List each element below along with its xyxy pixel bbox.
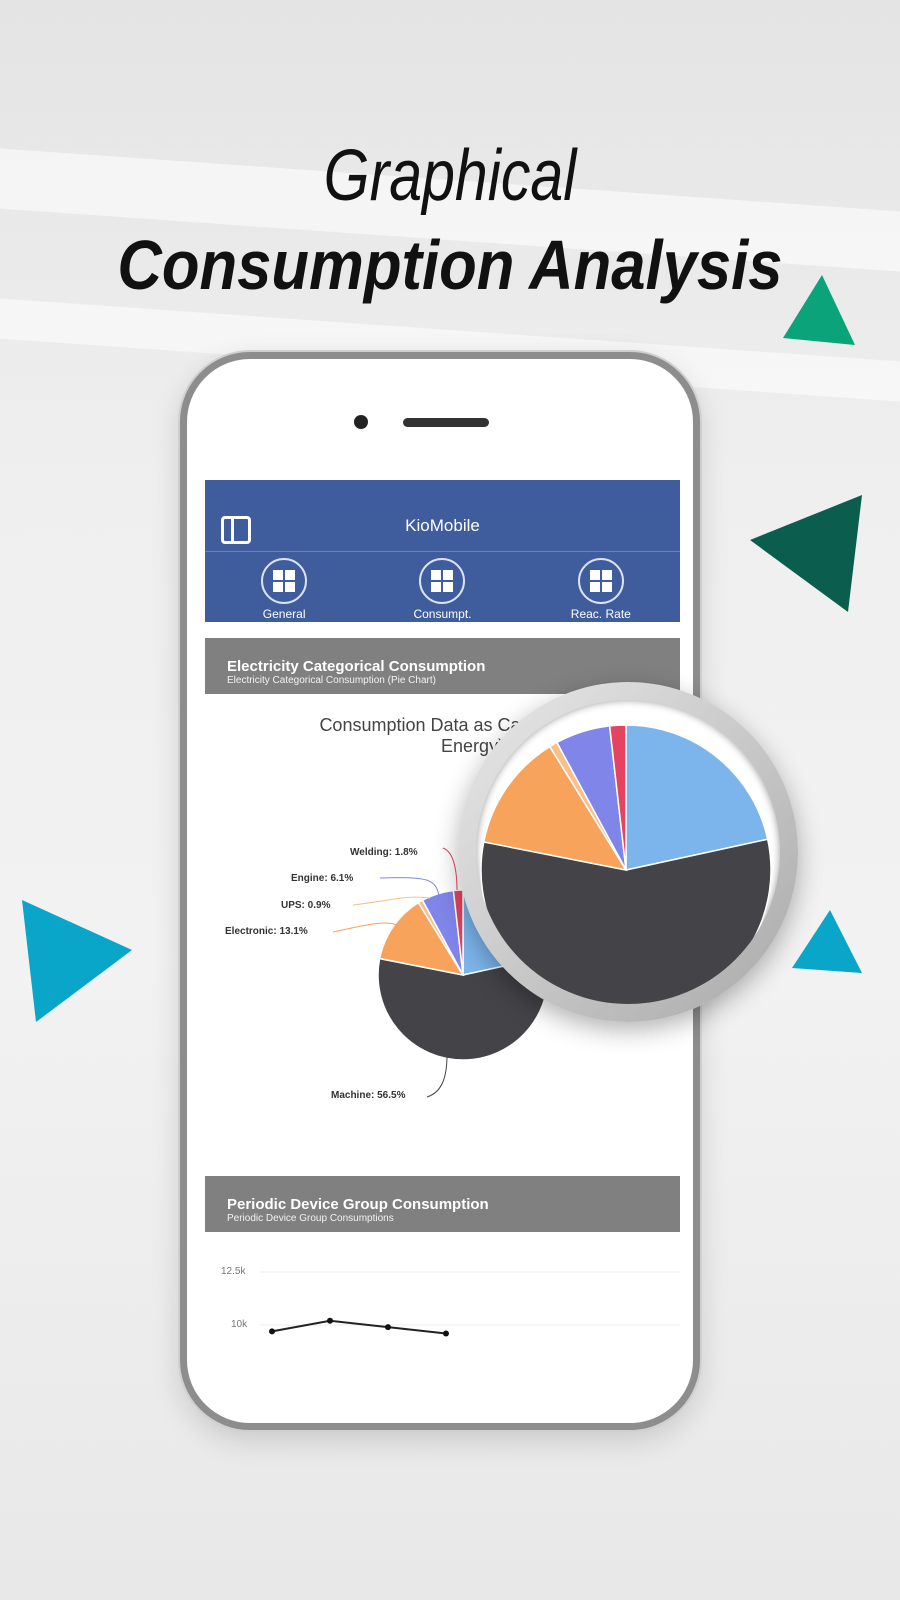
line-series — [271, 1319, 447, 1335]
section-subtitle: Electricity Categorical Consumption (Pie… — [227, 675, 436, 686]
line-point[interactable] — [327, 1317, 333, 1324]
magnified-pie-chart — [480, 724, 772, 1004]
tab-consumption[interactable]: Consumpt. — [387, 552, 497, 622]
y-tick: 12.5k — [221, 1266, 246, 1277]
pie-label-ups: UPS: 0.9% — [281, 900, 331, 911]
tab-reactive-rate[interactable]: Reac. Rate — [546, 552, 656, 622]
magnifier-lens — [458, 682, 798, 1022]
triangle-icon — [22, 900, 132, 1022]
app-title: KioMobile — [405, 516, 480, 535]
app-bar: KioMobile — [205, 480, 680, 552]
pie-leader-line — [442, 847, 458, 891]
dashboard-icon — [261, 558, 308, 604]
pie-label-welding: Welding: 1.8% — [350, 847, 418, 858]
y-tick: 10k — [231, 1319, 248, 1330]
pie-label-electronic: Electronic: 13.1% — [225, 926, 308, 937]
speaker-icon — [403, 418, 489, 427]
triangle-icon — [750, 495, 862, 612]
pie-title-line1: Consumption Data as Cat — [319, 715, 526, 735]
pie-label-machine: Machine: 56.5% — [331, 1090, 406, 1101]
tab-label: Reac. Rate — [570, 607, 631, 621]
section-title: Electricity Categorical Consumption — [227, 658, 486, 675]
pie-slice-electronic[interactable] — [482, 745, 628, 872]
dashboard-icon — [577, 558, 624, 604]
line-point[interactable] — [269, 1328, 275, 1335]
section-title: Periodic Device Group Consumption — [227, 1196, 489, 1213]
line-point[interactable] — [385, 1324, 391, 1331]
camera-icon — [354, 415, 368, 429]
pie-leader-line — [332, 922, 398, 933]
tab-label: General — [262, 607, 306, 621]
pie-title: Consumption Data as Cat Energy) — [205, 715, 680, 757]
pie-label-engine: Engine: 6.1% — [291, 873, 354, 884]
pie-title-line2: Energy) — [440, 736, 505, 756]
dashboard-icon — [419, 558, 466, 604]
tab-label: Consumpt. — [413, 607, 472, 621]
pie-leader-line — [426, 1054, 448, 1098]
section-header-periodic: Periodic Device Group Consumption Period… — [205, 1176, 680, 1232]
pie-slice-other[interactable] — [625, 724, 769, 871]
pie-leader-line — [379, 877, 440, 896]
tab-bar: General Consumpt. Reac. Rate — [205, 552, 680, 622]
pie-slice-welding[interactable] — [608, 724, 627, 871]
triangle-icon — [792, 910, 862, 973]
line-chart — [260, 1271, 680, 1337]
pie-slice-electronic[interactable] — [378, 901, 465, 977]
tab-general[interactable]: General — [229, 552, 339, 622]
headline-line2: Consumption Analysis — [117, 226, 783, 304]
headline-line1: Graphical — [323, 136, 577, 216]
sidebar-toggle-icon[interactable] — [221, 516, 251, 544]
triangle-icon — [783, 275, 855, 345]
line-point[interactable] — [443, 1330, 449, 1337]
pie-leader-line — [352, 896, 431, 906]
section-subtitle: Periodic Device Group Consumptions — [227, 1213, 394, 1224]
